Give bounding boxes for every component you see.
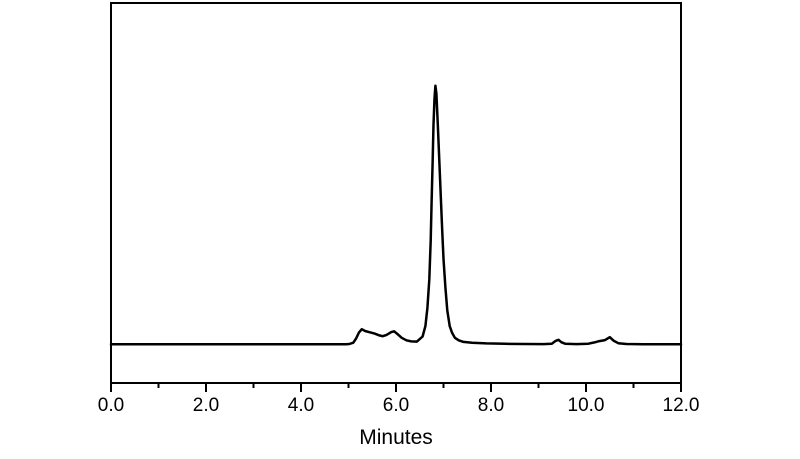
x-tick-label: 6.0 [383,395,409,416]
x-axis-title: Minutes [359,426,433,449]
plot-frame [110,2,682,384]
x-tick-label: 12.0 [663,395,700,416]
chart-generated-layer: 0.0 2.0 4.0 6.0 8.0 10.0 12.0 [98,2,700,416]
x-tick-label: 10.0 [568,395,605,416]
x-tick-label: 2.0 [193,395,219,416]
chromatogram-trace [109,84,683,346]
x-tick-label: 4.0 [288,395,314,416]
x-tick-label: 0.0 [98,395,124,416]
x-tick-label: 8.0 [478,395,504,416]
